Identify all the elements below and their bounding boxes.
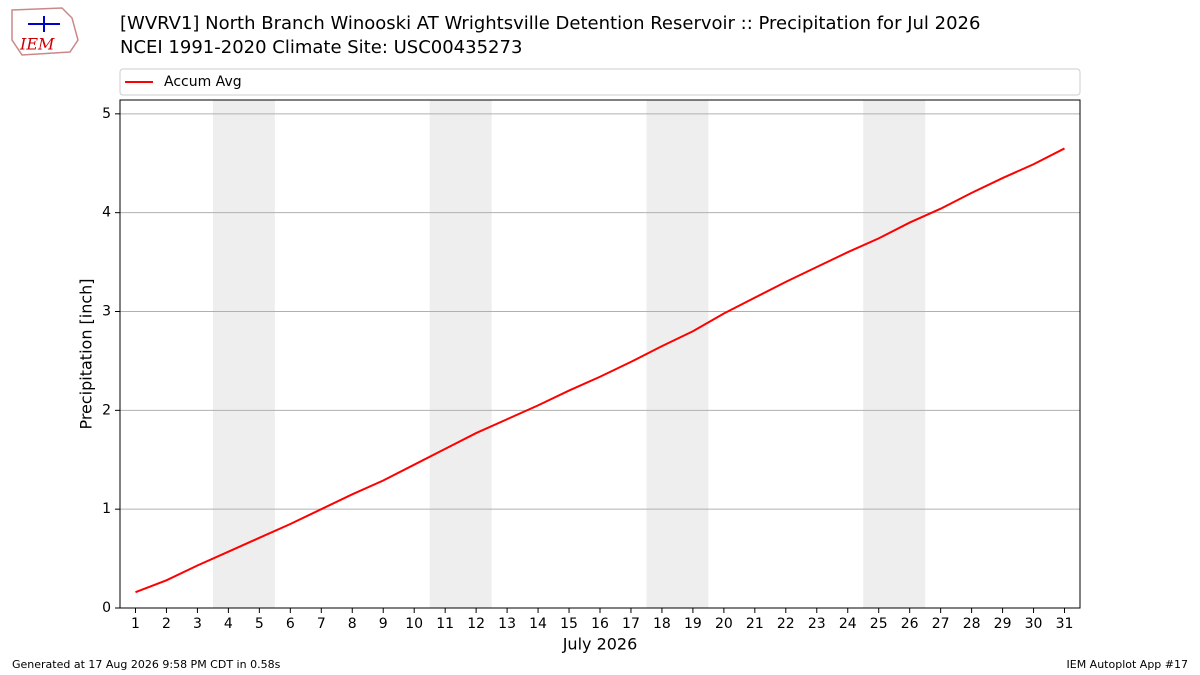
x-tick-label: 22	[777, 616, 795, 632]
x-tick-label: 10	[405, 616, 423, 632]
plot-frame	[119, 99, 1081, 609]
x-tick-label: 4	[224, 616, 233, 632]
legend	[119, 68, 1081, 96]
y-tick-label: 3	[102, 304, 111, 320]
x-tick-label: 27	[932, 616, 950, 632]
x-tick-label: 3	[193, 616, 202, 632]
legend-label: Accum Avg	[164, 74, 242, 90]
logo-text: IEM	[19, 35, 55, 54]
footer-right: IEM Autoplot App #17	[1067, 658, 1189, 671]
y-tick-label: 1	[102, 501, 111, 517]
y-tick-label: 4	[102, 205, 111, 221]
x-tick-label: 24	[839, 616, 857, 632]
footer-left: Generated at 17 Aug 2026 9:58 PM CDT in …	[12, 658, 281, 671]
x-tick-label: 5	[255, 616, 264, 632]
x-tick-label: 6	[286, 616, 295, 632]
x-tick-label: 21	[746, 616, 764, 632]
x-tick-label: 11	[436, 616, 454, 632]
x-tick-label: 9	[379, 616, 388, 632]
y-tick-label: 5	[102, 106, 111, 122]
x-tick-label: 18	[653, 616, 671, 632]
x-tick-label: 31	[1056, 616, 1074, 632]
logo-outline	[11, 7, 79, 56]
x-tick-label: 16	[591, 616, 609, 632]
series-line	[135, 147, 1065, 594]
chart-subtitle: NCEI 1991-2020 Climate Site: USC00435273	[120, 37, 522, 58]
x-tick-label: 19	[684, 616, 702, 632]
x-axis-label: July 2026	[562, 635, 638, 654]
x-tick-label: 20	[715, 616, 733, 632]
x-tick-label: 15	[560, 616, 578, 632]
chart-title: [WVRV1] North Branch Winooski AT Wrights…	[120, 13, 980, 34]
logo: IEM	[11, 7, 79, 56]
x-tick-label: 14	[529, 616, 547, 632]
x-tick-label: 7	[317, 616, 326, 632]
x-tick-label: 26	[901, 616, 919, 632]
x-tick-label: 25	[870, 616, 888, 632]
weekend-shade	[863, 100, 926, 608]
weekend-shade	[646, 100, 709, 608]
x-tick-label: 29	[994, 616, 1012, 632]
y-axis-label: Precipitation [inch]	[77, 278, 96, 429]
x-tick-label: 28	[963, 616, 981, 632]
x-tick-label: 13	[498, 616, 516, 632]
x-tick-label: 8	[348, 616, 357, 632]
y-tick-label: 0	[102, 600, 111, 616]
x-tick-label: 23	[808, 616, 826, 632]
x-tick-label: 17	[622, 616, 640, 632]
x-tick-label: 2	[162, 616, 171, 632]
weekend-shade	[212, 100, 275, 608]
x-tick-label: 1	[131, 616, 140, 632]
x-tick-label: 30	[1025, 616, 1043, 632]
y-tick-label: 2	[102, 402, 111, 418]
x-tick-label: 12	[467, 616, 485, 632]
weekend-shade	[429, 100, 492, 608]
